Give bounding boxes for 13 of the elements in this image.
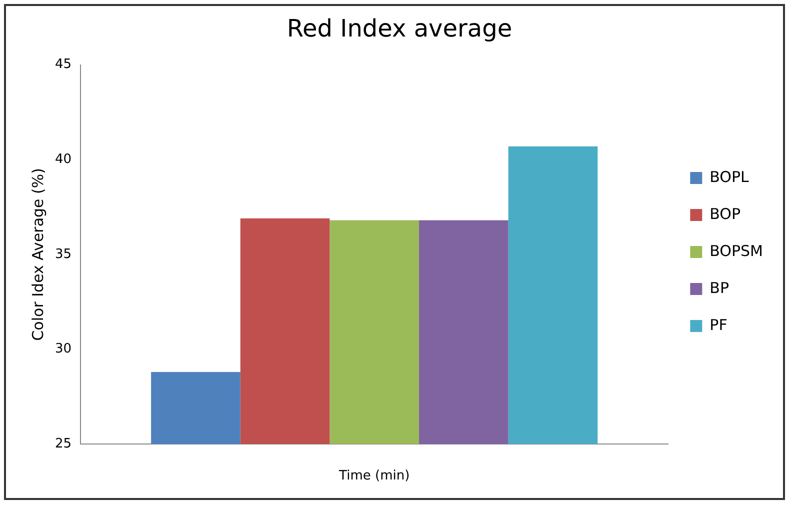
legend-label: BP xyxy=(710,278,729,297)
chart-title: Red Index average xyxy=(286,14,512,43)
legend-label: BOPSM xyxy=(710,242,763,260)
legend-label: BOP xyxy=(710,204,741,223)
y-tick-label: 30 xyxy=(54,342,72,357)
legend-label: BOPL xyxy=(710,168,750,186)
x-axis-title: Time (min) xyxy=(338,468,410,484)
legend-label: PF xyxy=(710,316,728,334)
y-tick-label: 35 xyxy=(54,246,72,262)
y-tick-label: 45 xyxy=(54,57,72,72)
y-tick-label: 25 xyxy=(54,436,72,452)
y-axis-title: Color Idex Average (%) xyxy=(28,168,47,341)
y-tick-label: 40 xyxy=(54,152,72,167)
